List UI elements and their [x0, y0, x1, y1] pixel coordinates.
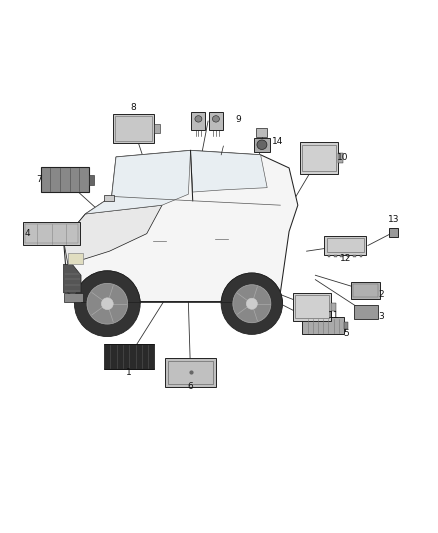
Text: 13: 13	[388, 215, 399, 224]
Bar	[68, 253, 83, 264]
Bar	[168, 361, 213, 384]
Bar	[191, 112, 205, 130]
Bar	[324, 236, 366, 255]
Bar	[254, 138, 270, 151]
Polygon shape	[191, 150, 267, 192]
Bar	[89, 175, 94, 185]
Ellipse shape	[195, 116, 202, 122]
Bar	[347, 255, 350, 257]
Text: 1: 1	[126, 368, 132, 377]
Circle shape	[246, 298, 258, 309]
Text: 14: 14	[272, 137, 284, 146]
Bar	[354, 305, 378, 319]
Bar	[389, 228, 398, 237]
Circle shape	[102, 298, 113, 310]
Bar	[256, 128, 267, 136]
Bar	[353, 284, 378, 297]
Bar	[326, 238, 364, 253]
Bar	[113, 114, 154, 143]
Bar	[23, 222, 80, 245]
Polygon shape	[64, 264, 81, 293]
Bar	[302, 317, 344, 334]
Bar	[166, 358, 215, 387]
Circle shape	[87, 284, 128, 324]
Bar	[293, 293, 331, 321]
Circle shape	[233, 285, 271, 323]
Text: 11: 11	[328, 311, 339, 320]
Bar	[360, 255, 362, 257]
Text: 2: 2	[378, 290, 384, 300]
Ellipse shape	[212, 116, 219, 122]
Circle shape	[74, 271, 140, 336]
Bar	[328, 255, 330, 257]
Bar	[353, 255, 356, 257]
Ellipse shape	[257, 140, 267, 149]
Text: 4: 4	[25, 229, 30, 238]
Bar	[344, 322, 348, 329]
Bar	[300, 142, 338, 174]
Bar	[331, 303, 336, 311]
Text: 3: 3	[378, 312, 384, 321]
Text: 7: 7	[36, 175, 42, 184]
Text: 9: 9	[235, 115, 241, 124]
Bar	[209, 112, 223, 130]
Bar	[104, 344, 154, 369]
Polygon shape	[64, 205, 162, 264]
Text: 8: 8	[131, 103, 137, 112]
Text: 12: 12	[339, 254, 351, 263]
Text: 6: 6	[187, 383, 194, 391]
Bar	[334, 255, 336, 257]
Bar	[104, 195, 114, 201]
Bar	[41, 167, 89, 192]
Bar	[64, 293, 83, 302]
Polygon shape	[64, 150, 298, 302]
Bar	[338, 153, 343, 163]
Bar	[302, 145, 336, 171]
Text: 5: 5	[343, 328, 349, 337]
Bar	[25, 224, 78, 243]
Circle shape	[221, 273, 283, 334]
Bar	[295, 295, 328, 318]
Bar	[154, 124, 159, 133]
Bar	[340, 255, 343, 257]
Text: 10: 10	[337, 154, 348, 163]
Bar	[115, 116, 152, 141]
Polygon shape	[85, 150, 191, 214]
Bar	[351, 282, 380, 299]
